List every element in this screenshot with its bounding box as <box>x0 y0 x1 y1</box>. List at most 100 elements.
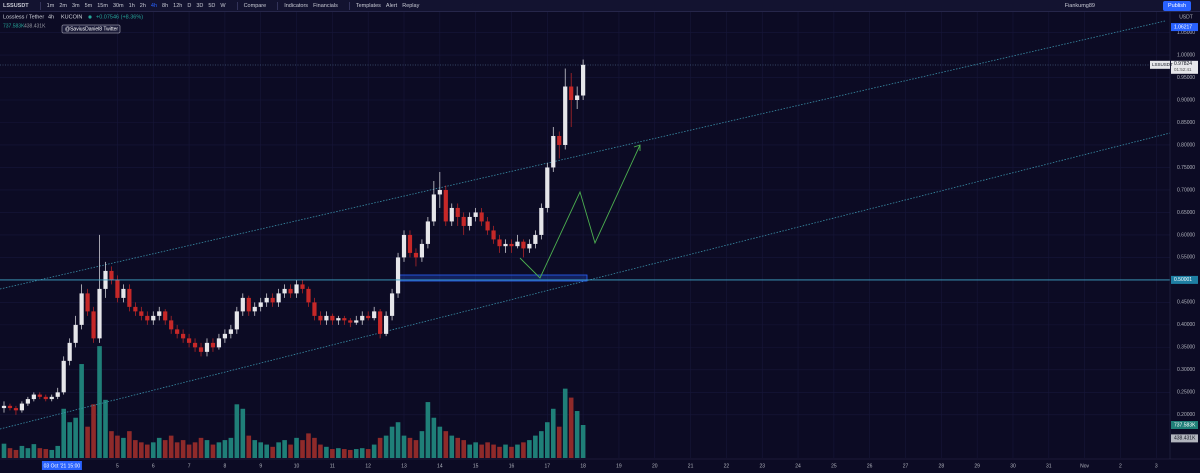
indicators-button[interactable]: Indicators <box>284 2 309 9</box>
candle-body <box>360 315 365 321</box>
interval-button[interactable]: 2m <box>59 2 67 9</box>
interval-button[interactable]: 15m <box>97 2 108 9</box>
candle-body <box>443 189 448 222</box>
candle-body <box>55 392 60 397</box>
note-box <box>61 24 121 34</box>
volume-bar <box>144 444 150 458</box>
candle-body <box>169 320 174 330</box>
candle-body <box>157 311 162 316</box>
x-tick-label: 9 <box>259 463 262 469</box>
volume-bar <box>479 444 484 458</box>
volume-bar <box>395 422 401 458</box>
candle-body <box>497 239 502 247</box>
candle-body <box>539 207 544 235</box>
volume-bar <box>7 448 13 458</box>
volume-bar <box>401 435 407 458</box>
candle-body <box>431 194 436 222</box>
interval-button[interactable]: 2h <box>139 2 146 9</box>
volume-bar <box>300 440 305 458</box>
interval-button[interactable]: W <box>220 2 226 9</box>
candle-body <box>127 288 132 307</box>
volume-bar <box>282 440 287 458</box>
volume-bar <box>413 440 419 458</box>
candle-body <box>378 311 383 334</box>
interval-button[interactable]: 30m <box>112 2 124 9</box>
volume-bar <box>121 437 126 458</box>
volume-bar <box>389 426 395 458</box>
interval-button[interactable]: 1m <box>46 2 55 9</box>
volume-bar <box>539 431 544 458</box>
candle-body <box>37 394 42 397</box>
volume-bar <box>150 442 156 458</box>
candle-body <box>115 279 120 298</box>
interval-button[interactable]: 3D <box>196 2 204 9</box>
volume-bar <box>377 437 383 458</box>
volume-ma-tag-bg <box>1171 434 1198 443</box>
candle-body <box>485 221 490 231</box>
x-tick-label: Nov <box>1080 463 1089 469</box>
interval-button[interactable]: 12h <box>173 2 183 9</box>
projection-arrowhead <box>633 144 641 151</box>
volume-bar <box>383 435 389 458</box>
y-tick-label: 0.75000 <box>1177 165 1195 171</box>
volume-bar <box>330 449 335 458</box>
interval-button[interactable]: 3m <box>71 2 80 9</box>
candle-body <box>342 318 347 321</box>
legend-exchange: KUCOIN <box>61 14 82 20</box>
user-name[interactable]: Fiankumg89 <box>1064 3 1095 9</box>
candle-body <box>264 297 269 303</box>
axes: 0.20000 0.25000 0.30000 0.35000 0.40000 0.450… <box>41 23 1198 470</box>
candle-body <box>228 329 233 334</box>
x-tick-label: 30 <box>1010 463 1016 469</box>
countdown: 01:52:41 <box>1174 67 1192 72</box>
y-tick-label: 0.60000 <box>1177 232 1195 238</box>
replay-button[interactable]: Replay <box>402 2 420 9</box>
volume-bar <box>336 448 341 458</box>
candle-body <box>581 64 586 96</box>
candle-body <box>234 311 239 330</box>
note-text: @SaviusDaniel8 Twitter <box>65 26 118 32</box>
interval-button[interactable]: 5D <box>208 2 216 9</box>
templates-button[interactable]: Templates <box>355 2 381 9</box>
x-tick-label: 28 <box>939 463 945 469</box>
volume-bar <box>234 404 240 458</box>
symbol[interactable]: LSSUSDT <box>3 2 29 9</box>
x-tick-label: 11 <box>330 463 335 469</box>
legend-volume-ma: 438.431K <box>24 23 46 29</box>
interval-button[interactable]: 8h <box>162 2 169 9</box>
interval-button[interactable]: 4h <box>150 2 158 9</box>
volume-bar <box>13 449 19 458</box>
volume-bar <box>85 426 90 458</box>
alert-button[interactable]: Alert <box>385 2 398 9</box>
candle-body <box>515 241 520 247</box>
financials-button[interactable]: Financials <box>313 2 338 9</box>
x-tick-label: 26 <box>867 463 873 469</box>
volume-bar <box>25 448 31 458</box>
interval-button[interactable]: 5m <box>84 2 93 9</box>
candle-body <box>192 342 198 348</box>
candle-body <box>348 320 353 323</box>
x-tick-label: 19 <box>616 463 622 469</box>
compare-button[interactable]: Compare <box>243 2 267 9</box>
interval-button[interactable]: D <box>187 2 192 9</box>
volume-bar <box>55 445 61 458</box>
level-tag: 0.50001 <box>1174 277 1192 283</box>
interval-button[interactable]: 1h <box>128 2 135 9</box>
channel-upper <box>0 20 1166 290</box>
candle-body <box>204 342 210 352</box>
x-tick-label: 27 <box>903 463 909 469</box>
y-tick-label: 0.30000 <box>1177 367 1195 373</box>
volume-bar <box>437 426 443 458</box>
candle-body <box>467 216 472 226</box>
volume-bar <box>97 346 102 458</box>
volume-bar <box>91 404 96 458</box>
symbol-tag: LSSUSDT <box>1152 62 1173 67</box>
last-price-tag: 0.97824 <box>1174 61 1192 67</box>
volume-bar <box>306 433 311 458</box>
candle-body <box>181 333 186 339</box>
volume-bar <box>491 444 496 458</box>
publish-button[interactable]: Publish <box>1163 1 1191 11</box>
candle-body <box>569 86 574 101</box>
candle-body <box>407 234 413 253</box>
